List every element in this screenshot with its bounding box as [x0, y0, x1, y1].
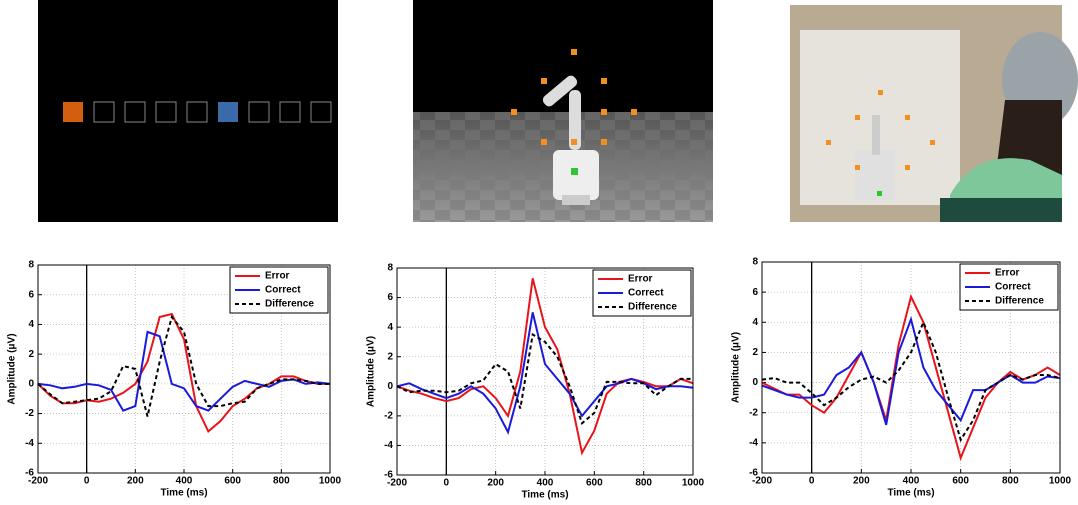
y-axis-label: Amplitude (μV) — [366, 336, 377, 407]
x-tick-label: 600 — [952, 476, 969, 487]
x-tick-label: 200 — [487, 478, 504, 489]
x-tick-label: 0 — [444, 478, 450, 489]
x-tick-label: 0 — [809, 476, 815, 487]
y-tick-label: 0 — [28, 378, 34, 389]
x-tick-label: 0 — [84, 476, 90, 487]
legend-label: Error — [628, 274, 653, 285]
x-tick-label: 200 — [853, 476, 870, 487]
legend-label: Error — [995, 268, 1020, 279]
y-tick-label: 0 — [387, 381, 393, 392]
y-tick-label: -4 — [25, 438, 34, 449]
y-tick-label: -4 — [749, 437, 758, 448]
x-tick-label: 1000 — [1049, 476, 1072, 487]
y-tick-label: 0 — [752, 377, 758, 388]
y-tick-label: 8 — [752, 257, 758, 268]
task-panel-photo — [790, 5, 1078, 222]
y-tick-label: 8 — [28, 260, 34, 271]
legend-label: Correct — [628, 288, 664, 299]
legend-label: Error — [265, 271, 290, 282]
x-tick-label: 400 — [903, 476, 920, 487]
legend-label: Difference — [628, 302, 677, 313]
figure: -6-4-202468-20002004006008001000Time (ms… — [0, 0, 1078, 505]
x-tick-label: -200 — [387, 478, 407, 489]
x-tick-label: 400 — [176, 476, 193, 487]
y-tick-label: 6 — [752, 287, 758, 298]
y-tick-label: 4 — [28, 319, 34, 330]
x-tick-label: 800 — [273, 476, 290, 487]
x-tick-label: 600 — [586, 478, 603, 489]
x-tick-label: 400 — [537, 478, 554, 489]
legend-label: Correct — [265, 285, 301, 296]
legend-label: Difference — [265, 299, 314, 310]
y-axis-label: Amplitude (μV) — [7, 333, 18, 404]
y-tick-label: -2 — [384, 410, 393, 421]
y-tick-label: -2 — [25, 408, 34, 419]
x-tick-label: 800 — [1002, 476, 1019, 487]
legend-label: Correct — [995, 282, 1031, 293]
y-tick-label: 4 — [752, 317, 758, 328]
x-tick-label: -200 — [28, 476, 48, 487]
x-tick-label: 600 — [224, 476, 241, 487]
x-tick-label: 200 — [127, 476, 144, 487]
task-panel-screen — [38, 0, 338, 222]
y-tick-label: -2 — [749, 407, 758, 418]
y-tick-label: 2 — [387, 351, 393, 362]
y-tick-label: 2 — [752, 347, 758, 358]
x-axis-label: Time (ms) — [160, 488, 207, 499]
y-tick-label: 6 — [28, 289, 34, 300]
x-axis-label: Time (ms) — [521, 490, 568, 501]
y-tick-label: 6 — [387, 292, 393, 303]
x-tick-label: 1000 — [682, 478, 705, 489]
x-tick-label: -200 — [752, 476, 772, 487]
task-panel-robot — [413, 0, 713, 222]
x-axis-label: Time (ms) — [887, 488, 934, 499]
y-tick-label: 2 — [28, 349, 34, 360]
y-axis-label: Amplitude (μV) — [731, 332, 742, 403]
y-tick-label: 8 — [387, 263, 393, 274]
x-tick-label: 800 — [635, 478, 652, 489]
y-tick-label: 4 — [387, 322, 393, 333]
legend-label: Difference — [995, 296, 1044, 307]
y-tick-label: -4 — [384, 440, 393, 451]
x-tick-label: 1000 — [319, 476, 342, 487]
